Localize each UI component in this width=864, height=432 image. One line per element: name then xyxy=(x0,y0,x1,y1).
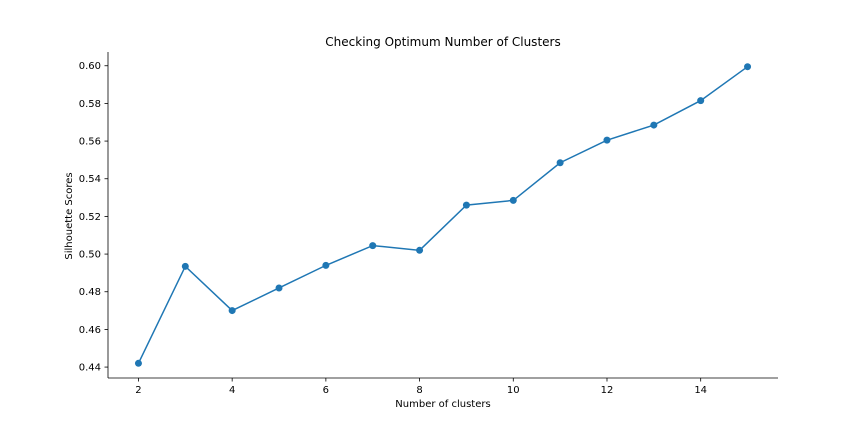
y-tick-label: 0.60 xyxy=(79,61,101,72)
y-axis-title: Silhouette Scores xyxy=(64,172,75,259)
data-point xyxy=(181,262,189,270)
data-point xyxy=(134,359,142,367)
series xyxy=(134,63,752,367)
data-point xyxy=(603,136,611,144)
series-line xyxy=(137,66,748,364)
data-point xyxy=(462,201,470,209)
data-point xyxy=(322,261,330,269)
y-tick-label: 0.52 xyxy=(79,212,101,223)
x-tick-label: 6 xyxy=(323,385,329,396)
y-tick-label: 0.50 xyxy=(79,250,101,261)
x-tick-label: 10 xyxy=(507,385,520,396)
data-point xyxy=(369,242,377,250)
data-point xyxy=(275,284,283,292)
y-tick-label: 0.58 xyxy=(79,99,101,110)
y-tick-label: 0.56 xyxy=(79,137,101,148)
data-point xyxy=(509,196,517,204)
x-tick-label: 8 xyxy=(416,385,422,396)
y-tick-label: 0.48 xyxy=(79,287,101,298)
data-point xyxy=(556,159,564,167)
x-tick-label: 2 xyxy=(135,385,141,396)
x-axis-title: Number of clusters xyxy=(395,399,490,410)
x-tick-label: 12 xyxy=(601,385,614,396)
data-point xyxy=(416,246,424,254)
x-tick-label: 14 xyxy=(694,385,707,396)
y-tick-label: 0.44 xyxy=(79,363,101,374)
data-point xyxy=(650,121,658,129)
axes xyxy=(107,52,778,379)
y-tick-label: 0.54 xyxy=(79,174,101,185)
ticks: 2 4 6 8 10 12 14 0.44 0.46 0.48 0.50 0.52 0.54 0.56 0.… xyxy=(79,61,707,396)
chart-title: Checking Optimum Number of Clusters xyxy=(325,35,560,49)
data-point xyxy=(228,307,236,315)
y-tick-label: 0.46 xyxy=(79,325,101,336)
data-point xyxy=(697,97,705,105)
data-point xyxy=(744,63,752,71)
x-tick-label: 4 xyxy=(229,385,235,396)
